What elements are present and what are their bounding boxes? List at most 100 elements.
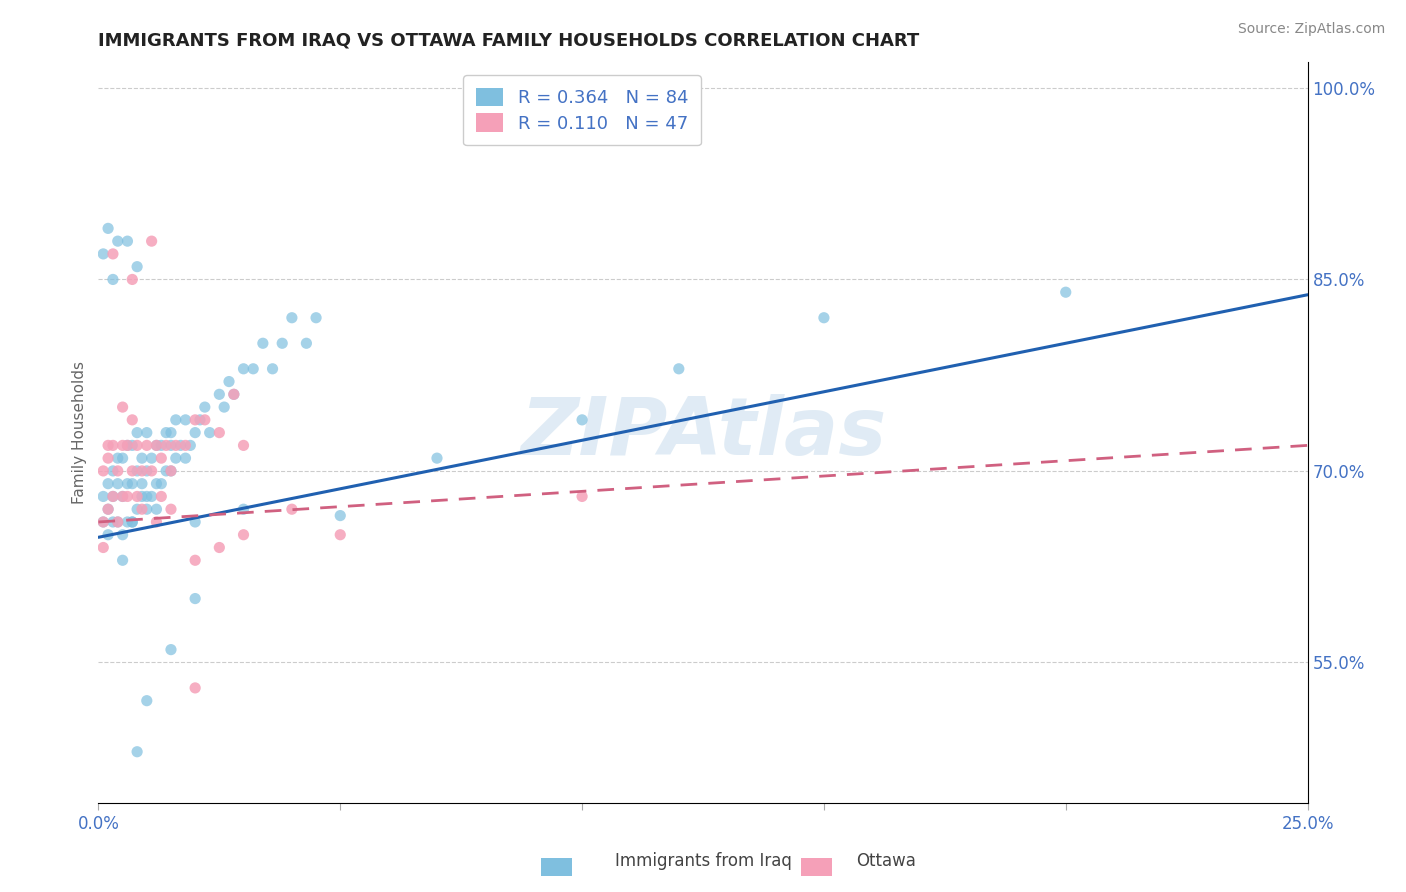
Point [127,260,149,274]
Point [194,400,217,414]
Point [184,591,207,606]
Point [121,438,143,452]
Point [101,490,124,504]
Text: Source: ZipAtlas.com: Source: ZipAtlas.com [1237,22,1385,37]
Point [97,221,120,235]
Point [117,490,139,504]
Point [141,234,163,248]
Point [208,387,231,401]
Point [426,451,449,466]
Point [160,438,183,452]
Point [91,515,114,529]
Point [232,527,254,541]
Point [252,336,274,351]
Point [97,502,120,516]
Text: Ottawa: Ottawa [856,852,915,870]
Text: IMMIGRANTS FROM IRAQ VS OTTAWA FAMILY HOUSEHOLDS CORRELATION CHART: IMMIGRANTS FROM IRAQ VS OTTAWA FAMILY HO… [98,32,920,50]
Point [121,476,143,491]
Point [111,451,134,466]
Point [145,502,167,516]
Point [117,438,139,452]
Point [127,464,149,478]
Point [208,425,231,440]
Text: Immigrants from Iraq: Immigrants from Iraq [614,852,792,870]
Point [145,515,167,529]
Point [150,438,173,452]
Point [212,400,235,414]
Point [281,502,304,516]
Point [111,400,134,414]
Point [111,490,134,504]
Point [165,413,187,427]
Point [121,413,143,427]
Point [232,361,254,376]
Point [97,476,120,491]
Point [571,490,593,504]
Point [305,310,328,325]
Point [131,451,153,466]
Point [135,490,157,504]
Point [131,476,153,491]
Point [145,438,167,452]
Point [91,490,114,504]
Point [184,553,207,567]
Point [117,234,139,248]
Point [165,451,187,466]
Point [117,438,139,452]
Point [101,247,124,261]
Point [101,464,124,478]
Point [107,464,129,478]
Point [97,438,120,452]
Text: ZIPAtlas: ZIPAtlas [520,393,886,472]
Point [242,361,264,376]
Point [165,438,187,452]
Point [184,681,207,695]
Y-axis label: Family Households: Family Households [72,361,87,504]
Point [150,451,173,466]
Point [101,490,124,504]
Point [107,515,129,529]
Point [271,336,294,351]
Point [101,515,124,529]
Point [155,425,177,440]
Point [668,361,690,376]
Point [281,310,304,325]
Point [169,438,191,452]
Point [131,464,153,478]
Point [160,464,183,478]
Point [188,413,211,427]
Point [160,642,183,657]
Point [135,464,157,478]
Point [135,694,157,708]
Point [91,541,114,555]
Point [222,387,245,401]
Point [121,515,143,529]
Legend: R = 0.364   N = 84, R = 0.110   N = 47: R = 0.364 N = 84, R = 0.110 N = 47 [464,75,700,145]
Point [111,553,134,567]
Point [329,508,352,523]
Point [194,413,217,427]
Point [97,502,120,516]
Point [111,490,134,504]
Point [101,438,124,452]
Point [160,502,183,516]
Point [198,425,221,440]
Point [813,310,835,325]
Point [184,413,207,427]
Point [117,476,139,491]
Point [131,490,153,504]
Point [111,527,134,541]
Point [208,541,231,555]
Point [127,502,149,516]
Point [135,438,157,452]
Point [179,438,201,452]
Point [232,502,254,516]
Point [135,502,157,516]
Point [135,425,157,440]
Point [174,413,197,427]
Point [107,476,129,491]
Point [160,425,183,440]
Point [145,438,167,452]
Point [222,387,245,401]
Point [174,438,197,452]
